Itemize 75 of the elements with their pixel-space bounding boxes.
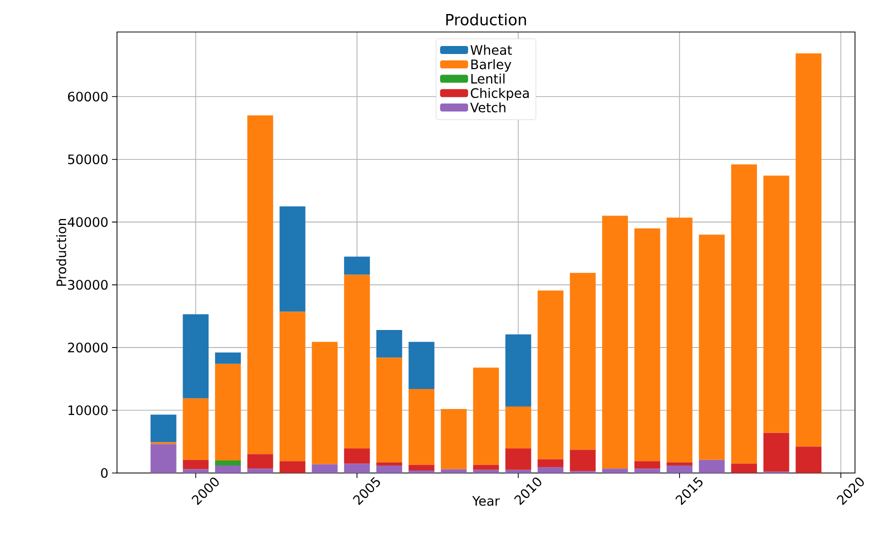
bar [408, 342, 434, 389]
bar [215, 352, 241, 364]
bar [538, 290, 564, 460]
bar [312, 464, 338, 473]
bar [666, 462, 692, 466]
bar [473, 470, 499, 473]
bar [538, 467, 564, 473]
bar [247, 468, 274, 473]
bar [634, 461, 660, 469]
x-axis-title: Year [472, 496, 500, 506]
bar [344, 256, 370, 275]
bar [150, 414, 176, 442]
legend-label: Lentil [471, 74, 504, 84]
bar [505, 470, 532, 473]
bar [408, 470, 434, 473]
legend-label: Chickpea [470, 88, 529, 101]
chart-title: Production [446, 13, 526, 26]
y-tick-label: 30000 [68, 280, 108, 290]
bar [538, 459, 564, 468]
legend-label: Barley [471, 59, 512, 72]
bar [796, 53, 822, 447]
bar [280, 206, 306, 312]
bar [602, 468, 628, 473]
bar [215, 364, 241, 460]
y-tick-label: 50000 [68, 154, 108, 164]
bar [344, 274, 370, 449]
bar [376, 462, 402, 466]
bar [312, 342, 338, 464]
bar [763, 432, 790, 472]
bar [602, 216, 628, 469]
bar [182, 314, 209, 398]
y-tick-label: 60000 [68, 92, 108, 102]
bar [731, 164, 757, 464]
bar [408, 464, 434, 470]
bar [344, 448, 370, 464]
bar [408, 388, 434, 465]
bar [505, 448, 532, 470]
bar [215, 460, 241, 466]
legend-label: Wheat [470, 44, 512, 55]
y-tick-label: 20000 [68, 342, 108, 352]
bar [698, 234, 725, 460]
bar [440, 409, 467, 470]
bar [182, 398, 209, 460]
bar [505, 406, 532, 449]
bar [570, 272, 596, 450]
bar [796, 446, 822, 473]
bar [376, 358, 402, 462]
bar [247, 115, 274, 454]
bar [634, 228, 660, 462]
bar [376, 330, 402, 358]
bar [473, 368, 499, 465]
bar [344, 464, 370, 473]
bar [698, 460, 725, 473]
bar [634, 468, 660, 473]
bar [182, 460, 209, 470]
bar [150, 444, 176, 473]
bar [376, 465, 402, 473]
bar [666, 465, 692, 473]
bar [215, 465, 241, 473]
bar [731, 464, 757, 473]
bar [763, 176, 790, 433]
bar [280, 461, 306, 473]
y-tick-label: 10000 [68, 405, 108, 416]
bar [570, 450, 596, 472]
bar [440, 469, 467, 473]
bar [247, 454, 274, 469]
y-tick-label: 0 [101, 468, 108, 478]
bar [473, 464, 499, 470]
bar [666, 218, 692, 462]
bar [505, 334, 532, 407]
y-axis-title: Production [56, 219, 66, 286]
y-tick-label: 40000 [68, 217, 108, 227]
legend-label: Vetch [470, 102, 506, 112]
bar [280, 312, 306, 462]
bar [182, 469, 209, 473]
